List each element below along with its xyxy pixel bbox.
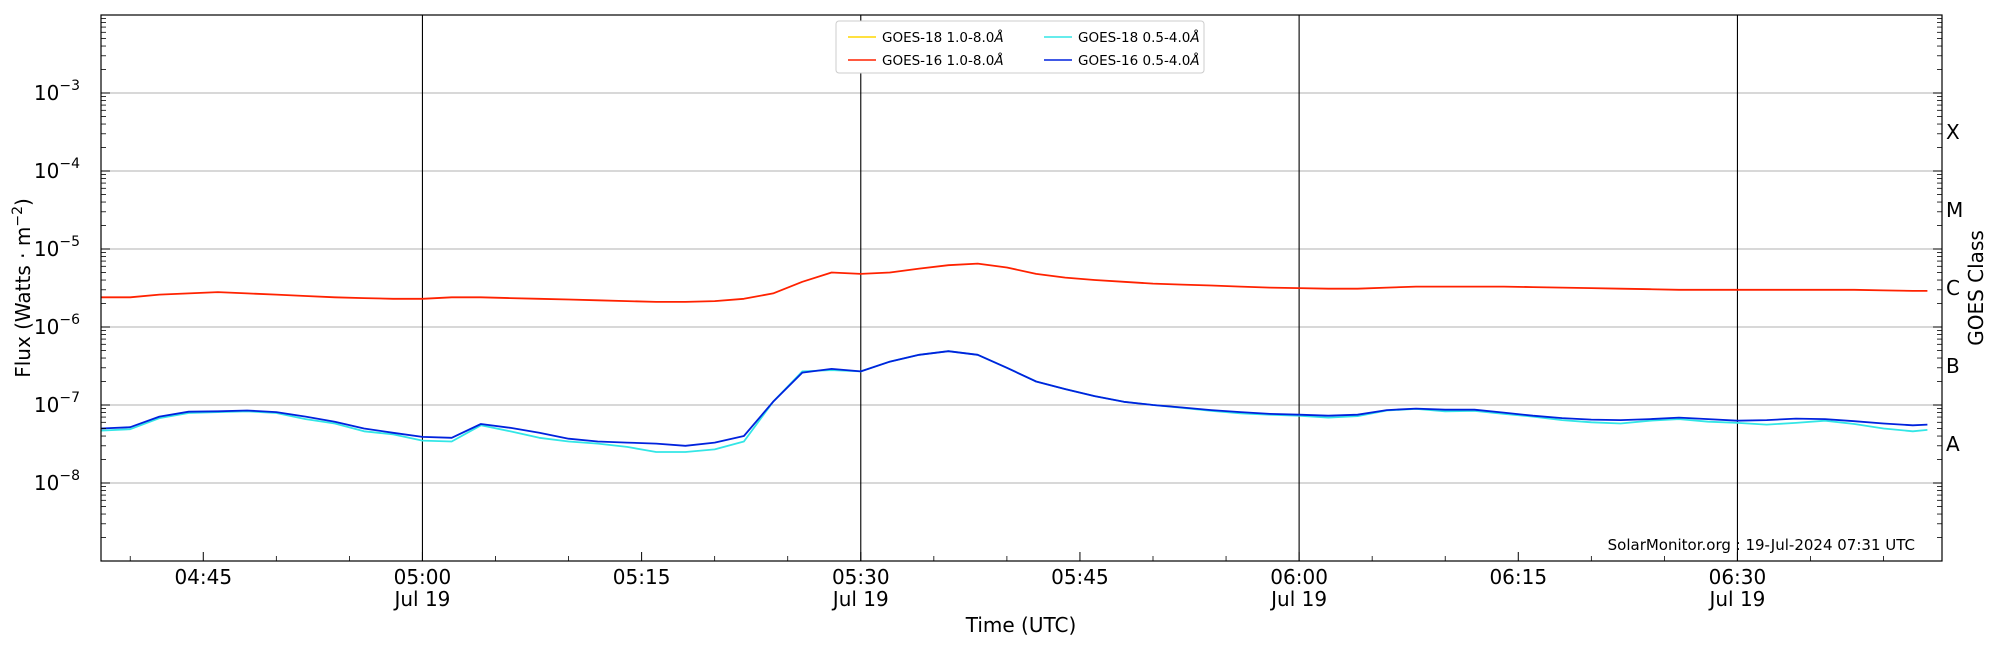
x-tick-date-1: Jul 19	[392, 587, 450, 611]
y-axis-label: Flux (Watts · m−2)	[10, 198, 35, 378]
x-tick-label-4: 05:45	[1051, 565, 1109, 589]
x-tick-label-0: 04:45	[174, 565, 232, 589]
x-tick-date-7: Jul 19	[1707, 587, 1765, 611]
x-tick-date-5: Jul 19	[1269, 587, 1327, 611]
series-layer	[100, 262, 1928, 453]
x-tick-label-6: 06:15	[1489, 565, 1547, 589]
legend-box	[835, 20, 1205, 74]
y-tick-label-2: 10−6	[34, 312, 80, 339]
goes-class-label-M: M	[1946, 198, 1963, 222]
y-tick-label-1: 10−7	[34, 390, 80, 417]
y-tick-label-5: 10−3	[34, 78, 80, 105]
grid-layer	[101, 92, 1942, 484]
x-tick-label-5: 06:00	[1270, 565, 1328, 589]
goes-class-label-X: X	[1946, 120, 1960, 144]
goes-class-label-B: B	[1946, 354, 1960, 378]
series-line-1	[100, 350, 1928, 453]
goes-class-axis-label: GOES Class	[1964, 230, 1988, 346]
plot-frame	[100, 14, 1943, 562]
x-tick-label-3: 05:30	[832, 565, 890, 589]
y-tick-label-3: 10−5	[34, 234, 80, 261]
y-tick-label-0: 10−8	[34, 468, 80, 495]
goes-class-label-C: C	[1946, 276, 1960, 300]
x-tick-label-7: 06:30	[1709, 565, 1767, 589]
ticks-layer	[101, 18, 1942, 561]
series-line-2	[101, 262, 1928, 303]
goes-class-label-A: A	[1946, 432, 1960, 456]
legend-label-1: GOES-18 0.5-4.0Å	[1078, 29, 1200, 46]
source-annotation: SolarMonitor.org : 19-Jul-2024 07:31 UTC	[1608, 536, 1915, 554]
y-tick-label-4: 10−4	[34, 156, 80, 183]
legend-label-2: GOES-16 1.0-8.0Å	[882, 52, 1004, 69]
legend-label-3: GOES-16 0.5-4.0Å	[1078, 52, 1200, 69]
series-line-3	[100, 350, 1928, 447]
x-tick-date-3: Jul 19	[831, 587, 889, 611]
legend: GOES-18 1.0-8.0Å GOES-18 0.5-4.0Å GOES-16 …	[835, 20, 1205, 74]
x-tick-label-1: 05:00	[394, 565, 452, 589]
legend-label-0: GOES-18 1.0-8.0Å	[882, 29, 1004, 46]
x-axis-label: Time (UTC)	[965, 613, 1077, 637]
x-tick-label-2: 05:15	[613, 565, 671, 589]
